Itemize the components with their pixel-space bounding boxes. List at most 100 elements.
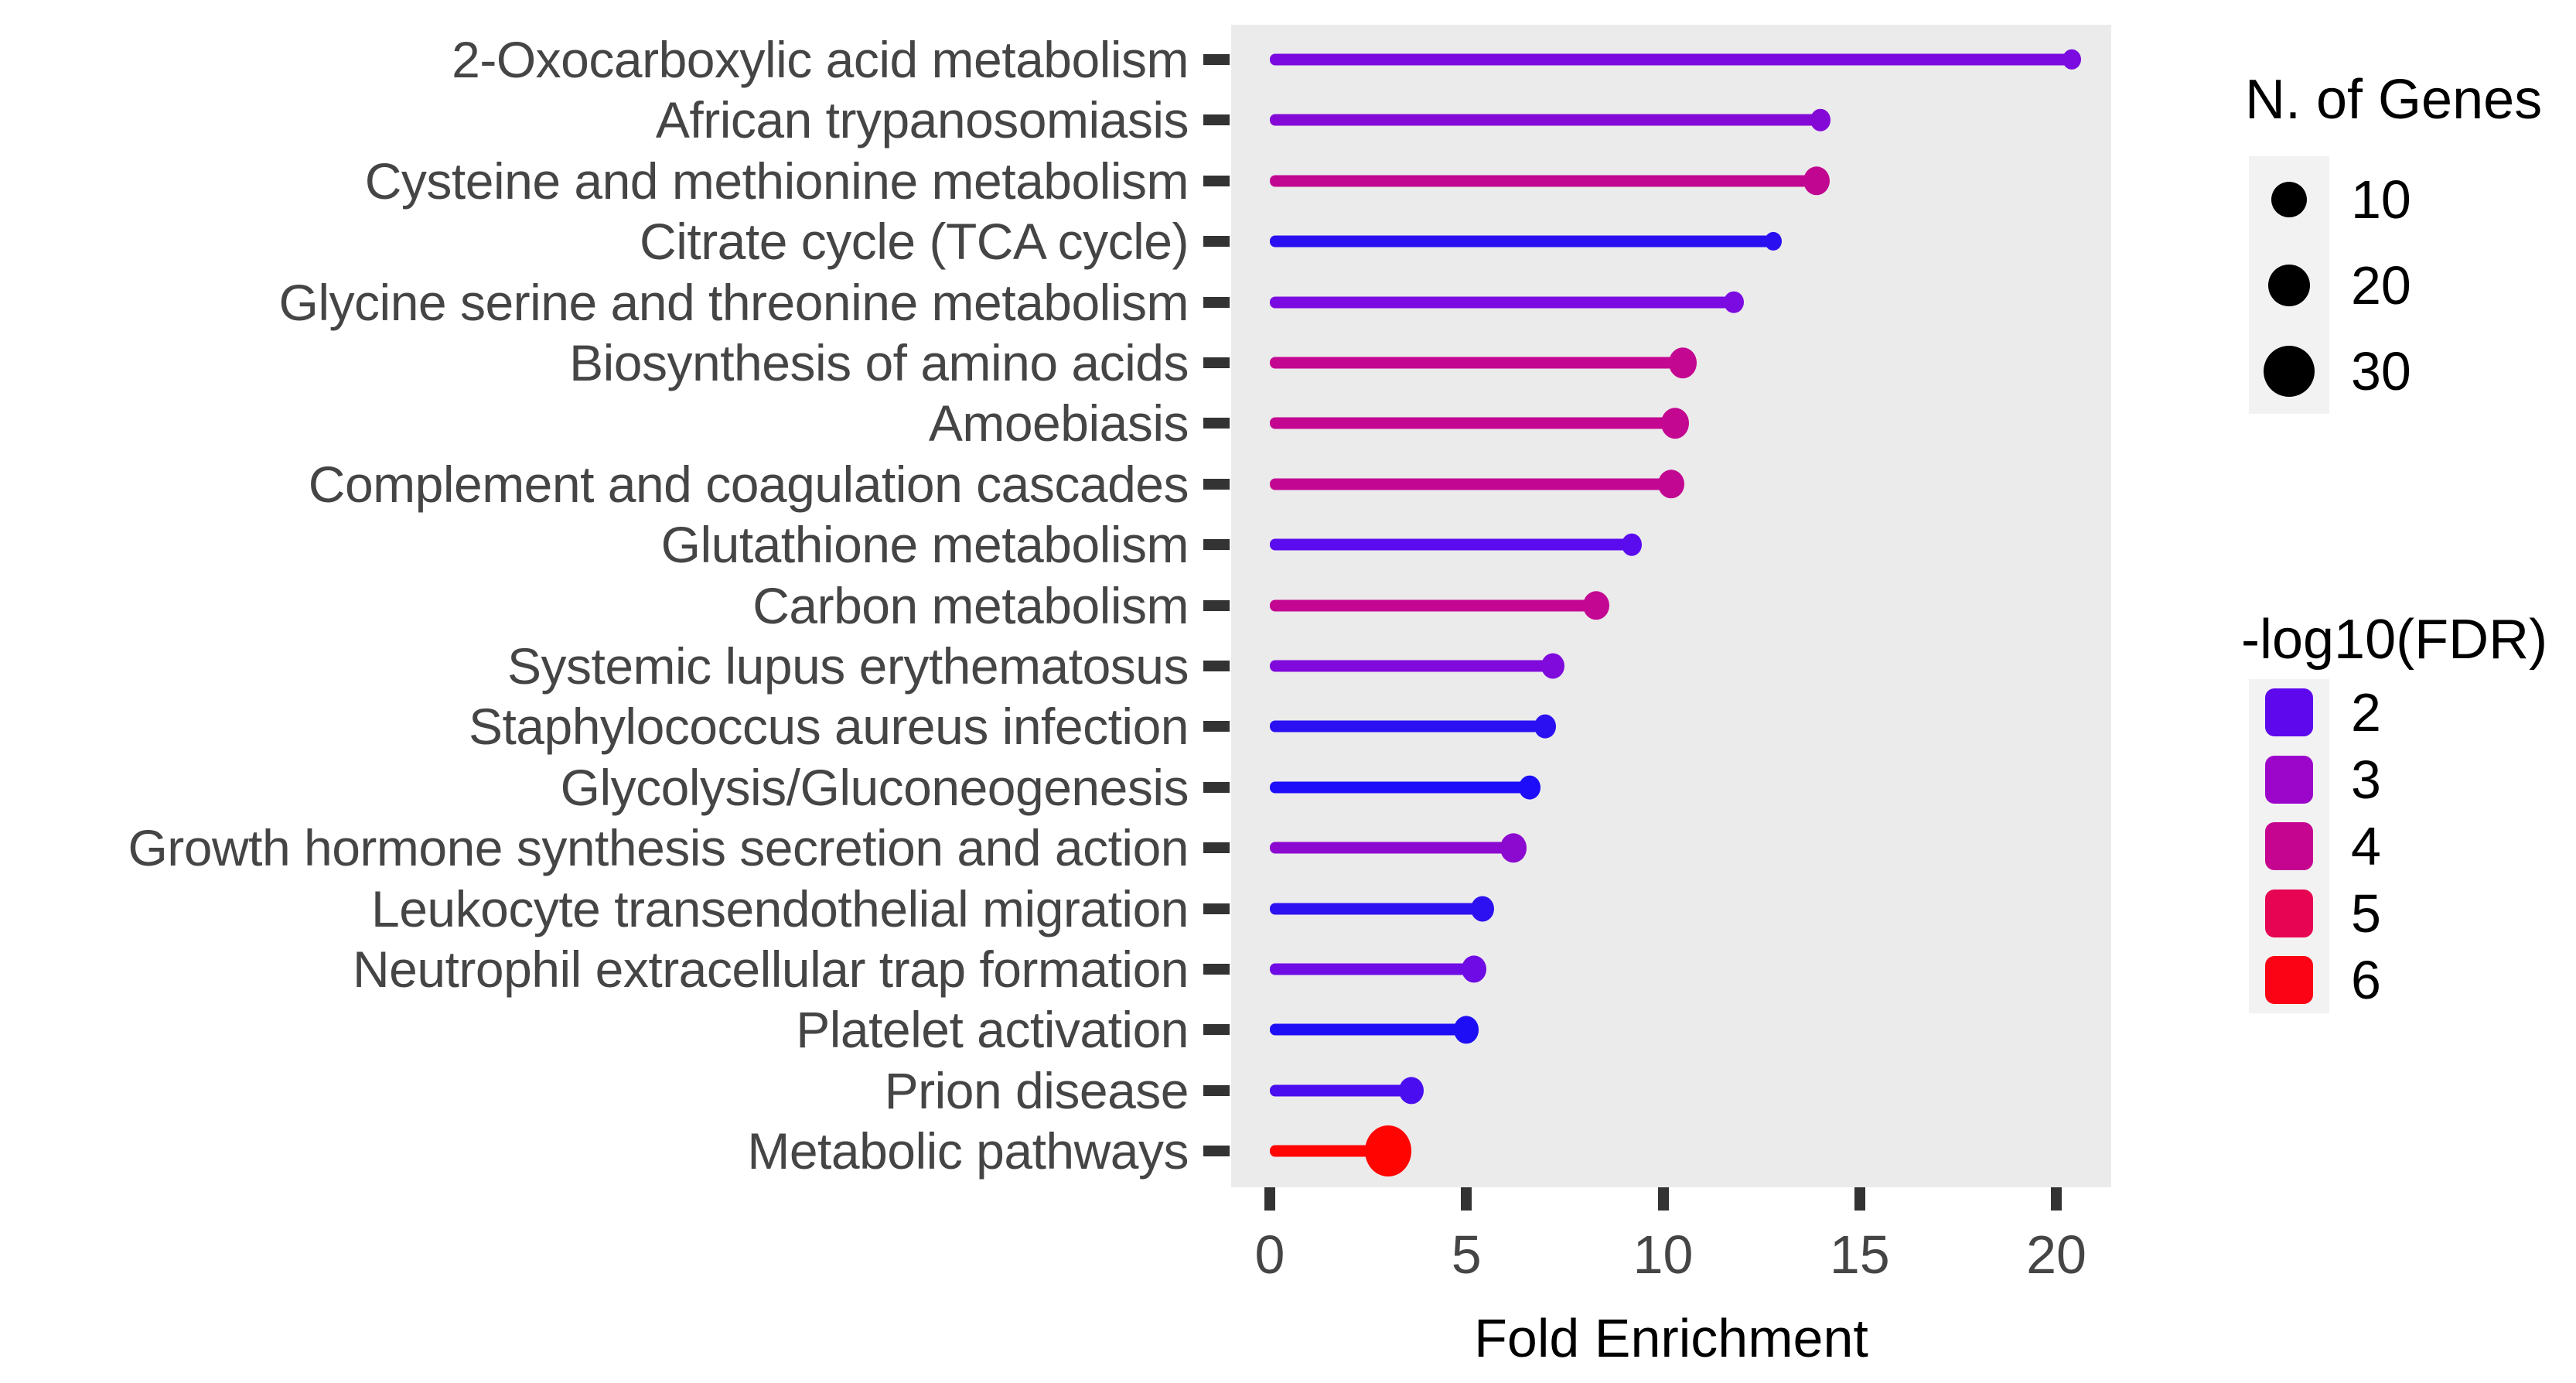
y-tick bbox=[1203, 1146, 1230, 1157]
size-legend-dot bbox=[2264, 346, 2315, 397]
y-tick bbox=[1203, 418, 1230, 429]
category-label: Biosynthesis of amino acids bbox=[569, 334, 1189, 391]
x-tick-label: 0 bbox=[1254, 1224, 1285, 1285]
lollipop-dot bbox=[1541, 653, 1565, 679]
color-legend-label: 3 bbox=[2351, 749, 2381, 810]
size-legend-label: 20 bbox=[2351, 255, 2411, 316]
lollipop-line bbox=[1270, 235, 1773, 248]
y-tick bbox=[1203, 175, 1230, 186]
lollipop-line bbox=[1270, 114, 1820, 126]
category-label: Carbon metabolism bbox=[752, 576, 1189, 634]
category-label: Cysteine and methionine metabolism bbox=[364, 152, 1189, 210]
color-legend-label: 4 bbox=[2351, 816, 2381, 876]
category-label: Amoebiasis bbox=[928, 394, 1189, 452]
size-legend-dot bbox=[2271, 182, 2307, 217]
lollipop-line bbox=[1270, 903, 1482, 915]
lollipop-dot bbox=[1621, 533, 1642, 556]
lollipop-dot bbox=[1724, 291, 1745, 313]
lollipop-dot bbox=[1462, 955, 1487, 983]
x-tick-label: 10 bbox=[1633, 1224, 1694, 1285]
lollipop-dot bbox=[1764, 232, 1782, 251]
lollipop-dot bbox=[1810, 109, 1830, 131]
x-tick-label: 15 bbox=[1829, 1224, 1890, 1285]
lollipop-dot bbox=[1518, 775, 1540, 800]
category-label: Staphylococcus aureus infection bbox=[468, 698, 1189, 756]
category-label: Growth hormone synthesis secretion and a… bbox=[128, 819, 1189, 877]
lollipop-dot bbox=[2063, 49, 2082, 70]
lollipop-dot bbox=[1668, 347, 1697, 378]
lollipop-line bbox=[1270, 599, 1597, 612]
x-tick-label: 5 bbox=[1451, 1224, 1482, 1285]
category-label: Neutrophil extracellular trap formation bbox=[352, 941, 1189, 998]
category-label: Prion disease bbox=[884, 1061, 1189, 1119]
lollipop-line bbox=[1270, 53, 2073, 66]
lollipop-line bbox=[1270, 842, 1514, 854]
lollipop-line bbox=[1270, 1023, 1467, 1036]
category-label: Platelet activation bbox=[796, 1001, 1189, 1059]
lollipop-line bbox=[1270, 1145, 1388, 1157]
y-tick bbox=[1203, 842, 1230, 854]
color-legend-title: -log10(FDR) bbox=[2241, 609, 2548, 671]
y-tick bbox=[1203, 478, 1230, 490]
lollipop-line bbox=[1270, 296, 1735, 309]
color-legend-swatch bbox=[2265, 688, 2313, 736]
lollipop-dot bbox=[1399, 1077, 1424, 1105]
lollipop-line bbox=[1270, 963, 1475, 975]
x-tick bbox=[1264, 1187, 1275, 1211]
color-legend-swatch bbox=[2265, 956, 2313, 1004]
size-legend-title: N. of Genes bbox=[2245, 69, 2543, 131]
x-axis-title: Fold Enrichment bbox=[1474, 1308, 1868, 1368]
size-legend-dot bbox=[2268, 265, 2310, 306]
lollipop-dot bbox=[1454, 1016, 1479, 1043]
y-tick bbox=[1203, 781, 1230, 793]
lollipop-line bbox=[1270, 1084, 1412, 1097]
lollipop-line bbox=[1270, 538, 1632, 551]
y-tick bbox=[1203, 661, 1230, 671]
x-tick bbox=[1657, 1187, 1669, 1211]
lollipop-dot bbox=[1657, 470, 1684, 499]
y-tick bbox=[1203, 114, 1230, 126]
color-legend-label: 2 bbox=[2351, 682, 2381, 743]
lollipop-dot bbox=[1534, 714, 1556, 739]
lollipop-dot bbox=[1803, 166, 1830, 196]
lollipop-dot bbox=[1364, 1125, 1411, 1177]
y-tick bbox=[1203, 599, 1230, 611]
y-tick bbox=[1203, 1084, 1230, 1096]
category-label: Leukocyte transendothelial migration bbox=[371, 879, 1189, 937]
y-tick bbox=[1203, 54, 1230, 65]
y-tick bbox=[1203, 357, 1230, 368]
lollipop-line bbox=[1270, 720, 1545, 732]
y-tick bbox=[1203, 296, 1230, 308]
y-tick bbox=[1203, 236, 1230, 248]
y-tick bbox=[1203, 721, 1230, 732]
category-label: Citrate cycle (TCA cycle) bbox=[640, 213, 1189, 271]
category-label: Glutathione metabolism bbox=[660, 516, 1189, 574]
x-tick bbox=[1461, 1187, 1472, 1211]
lollipop-dot bbox=[1500, 833, 1527, 862]
y-tick bbox=[1203, 539, 1230, 551]
y-tick bbox=[1203, 964, 1230, 975]
color-legend-label: 6 bbox=[2351, 950, 2381, 1010]
x-tick bbox=[1854, 1187, 1865, 1211]
color-legend-label: 5 bbox=[2351, 883, 2381, 944]
category-label: African trypanosomiasis bbox=[655, 91, 1189, 149]
lollipop-dot bbox=[1583, 590, 1610, 620]
lollipop-dot bbox=[1470, 896, 1494, 922]
x-tick bbox=[2051, 1187, 2062, 1211]
category-label: Glycine serine and threonine metabolism bbox=[278, 273, 1189, 331]
lollipop-line bbox=[1270, 357, 1683, 369]
category-label: Glycolysis/Gluconeogenesis bbox=[560, 758, 1189, 816]
category-label: Systemic lupus erythematosus bbox=[507, 637, 1189, 695]
color-legend-swatch bbox=[2265, 755, 2313, 804]
size-legend-label: 30 bbox=[2351, 341, 2411, 401]
x-tick-label: 20 bbox=[2026, 1224, 2086, 1285]
size-legend-label: 10 bbox=[2351, 169, 2411, 230]
category-label: 2-Oxocarboxylic acid metabolism bbox=[452, 31, 1189, 88]
category-label: Complement and coagulation cascades bbox=[308, 455, 1189, 513]
lollipop-line bbox=[1270, 417, 1675, 429]
lollipop-dot bbox=[1660, 408, 1689, 439]
lollipop-line bbox=[1270, 660, 1554, 672]
y-tick bbox=[1203, 1024, 1230, 1036]
color-legend-swatch bbox=[2265, 889, 2313, 937]
